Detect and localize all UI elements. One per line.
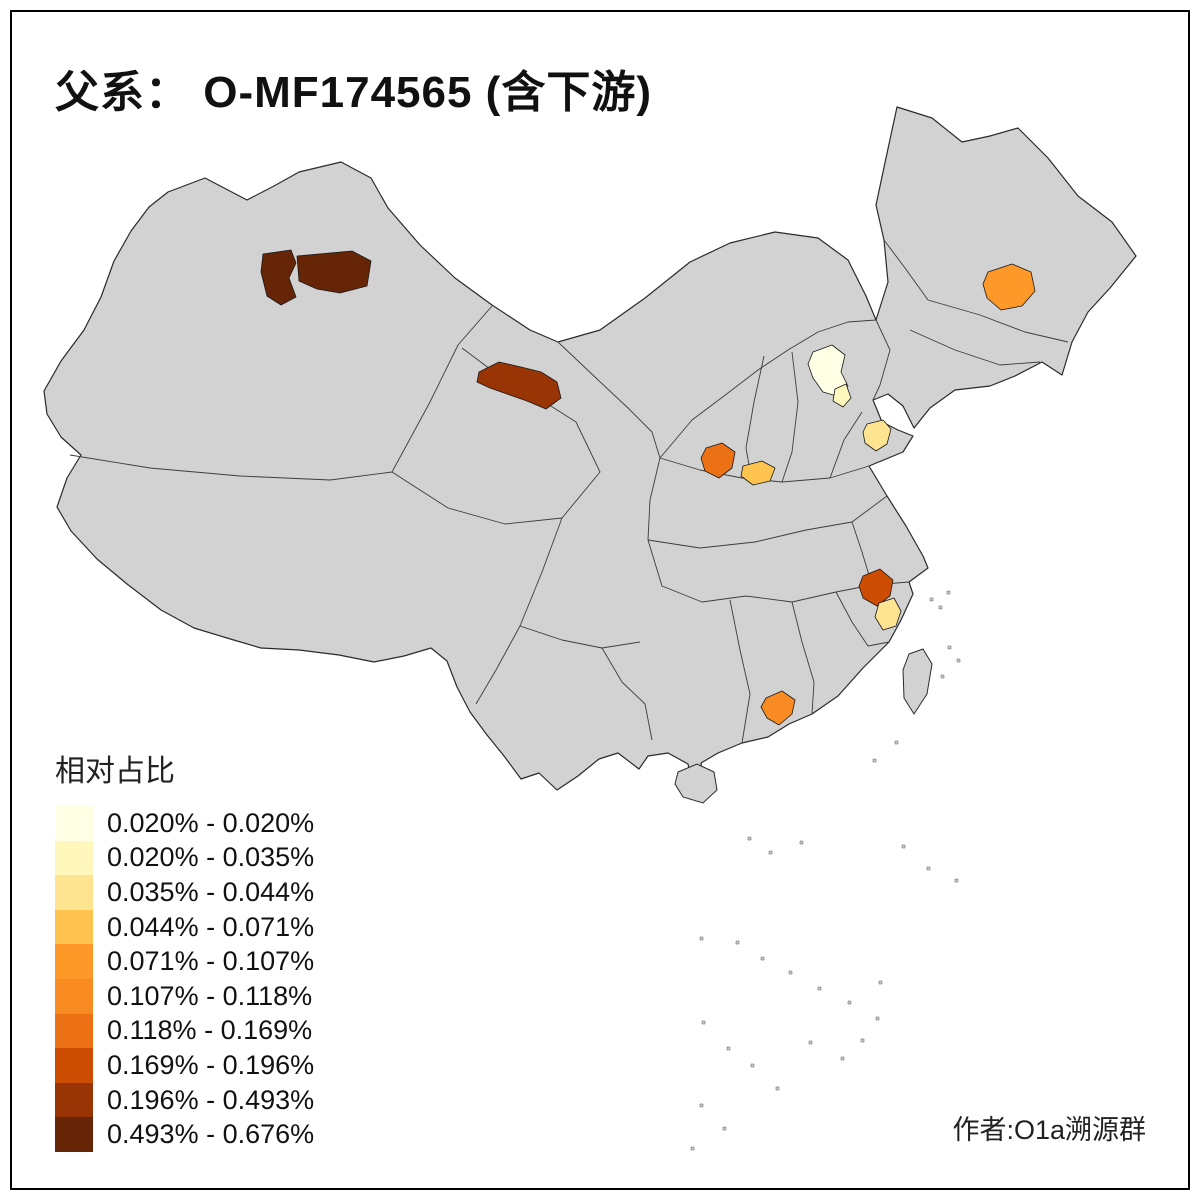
region-shanxi-south [740,460,776,486]
legend-label: 0.118% - 0.169% [107,1015,313,1046]
legend-item: 0.071% - 0.107% [55,944,314,979]
legend-label: 0.020% - 0.035% [107,842,315,873]
region-shaanxi-central [700,442,736,479]
region-zhejiang-west [858,568,894,607]
legend-item: 0.020% - 0.035% [55,840,315,876]
region-tianjin [832,383,852,408]
legend-item: 0.169% - 0.196% [55,1048,314,1083]
region-gansu [476,361,562,410]
small-islands [690,590,961,1151]
page-border [10,10,1190,1190]
region-xinjiang-west [260,249,297,306]
legend-swatch [55,909,93,945]
taiwan-island [902,648,933,715]
legend-label: 0.196% - 0.493% [107,1084,315,1115]
legend-label: 0.169% - 0.196% [107,1049,315,1080]
legend-swatch [55,1048,93,1083]
legend-label: 0.044% - 0.071% [107,911,315,942]
legend-item: 0.118% - 0.169% [55,1013,314,1049]
legend-swatch [55,1013,93,1049]
legend-label: 0.020% - 0.020% [107,807,315,838]
region-jilin [982,263,1036,311]
legend-item: 0.020% - 0.020% [55,806,314,841]
legend-label: 0.493% - 0.676% [107,1119,315,1150]
legend-label: 0.107% - 0.118% [107,980,313,1011]
legend-swatch [55,875,93,910]
legend-item: 0.196% - 0.493% [55,1082,315,1118]
legend: 相对占比 0.020% - 0.020% 0.020% - 0.035% 0.0… [55,746,314,1152]
legend-item: 0.044% - 0.071% [55,909,315,945]
hainan-island [674,763,718,804]
legend-item: 0.035% - 0.044% [55,875,314,910]
page-title: 父系： O-MF174565 (含下游) [55,68,652,117]
region-shandong [862,419,892,452]
legend-title: 相对占比 [55,755,175,788]
legend-label: 0.035% - 0.044% [107,876,315,907]
legend-swatch [55,944,93,979]
region-guangdong [760,690,796,726]
legend-item: 0.493% - 0.676% [55,1117,314,1152]
highlighted-regions [260,249,1036,726]
legend-swatch [55,806,93,841]
legend-item: 0.107% - 0.118% [55,978,314,1014]
legend-swatch [55,1082,93,1118]
legend-swatch [55,1117,93,1152]
legend-swatch [55,978,93,1014]
province-borders [69,239,1069,744]
region-zhejiang-east [874,597,902,631]
region-xinjiang-east [296,250,372,294]
legend-label: 0.071% - 0.107% [107,946,315,977]
author-credit: 作者:O1a溯源群 [952,1115,1146,1145]
legend-swatch [55,840,93,876]
